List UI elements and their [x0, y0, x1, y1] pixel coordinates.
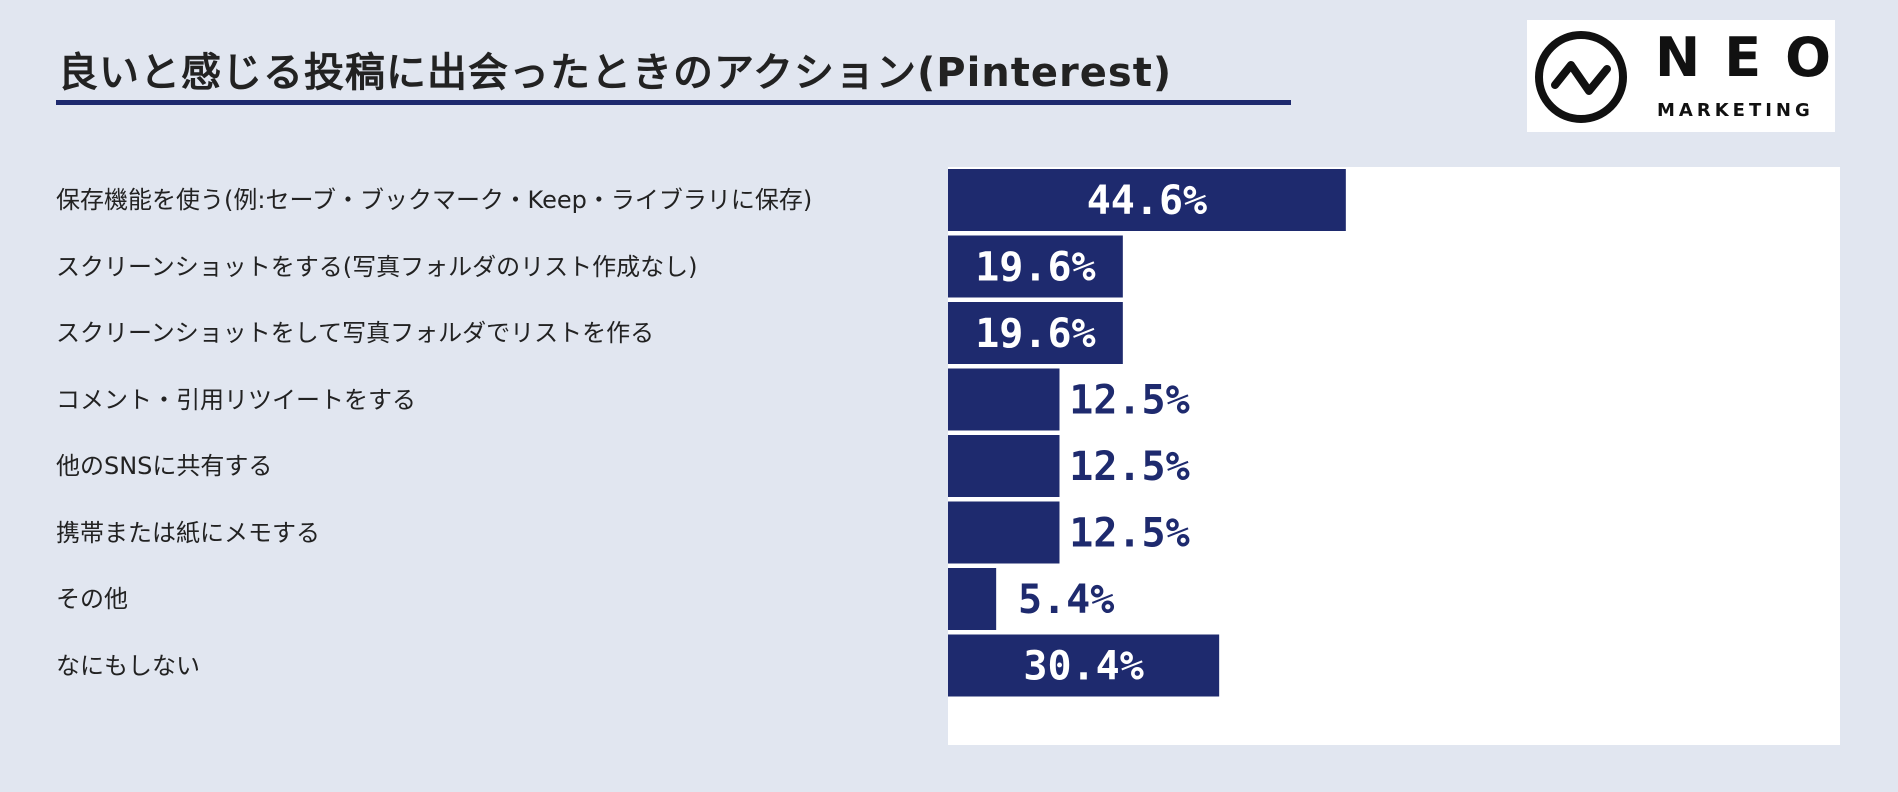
- category-label-7: なにもしない: [56, 651, 200, 680]
- category-label-1: スクリーンショットをする(写真フォルダのリスト作成なし): [56, 252, 698, 281]
- category-label-3: コメント・引用リツイートをする: [56, 385, 416, 414]
- bar-chart: 44.6% 19.6% 19.6% 12.5% 12.5% 12.5% 5.4% 30.4%: [948, 169, 1346, 697]
- category-label-5: 携帯または紙にメモする: [56, 518, 320, 547]
- neo-marketing-logo: NEO MARKETING: [1527, 20, 1835, 132]
- bar-3: [948, 368, 1060, 431]
- category-labels: 保存機能を使う(例:セーブ・ブックマーク・Keep・ライブラリに保存) スクリーン…: [56, 167, 936, 745]
- bar-7: [948, 634, 1220, 697]
- bar-4: [948, 435, 1060, 497]
- bar-6: [948, 568, 997, 630]
- bar-value-label-1: 19.6%: [975, 245, 1095, 291]
- bar-value-label-3: 12.5%: [1069, 378, 1189, 424]
- category-label-2: スクリーンショットをして写真フォルダでリストを作る: [56, 319, 655, 347]
- chart-title: 良いと感じる投稿に出会ったときのアクション(Pinterest): [58, 50, 1173, 96]
- bar-5: [948, 501, 1060, 564]
- bar-value-label-0: 44.6%: [1087, 178, 1207, 224]
- plot-area: 44.6% 19.6% 19.6% 12.5% 12.5% 12.5% 5.4% 30.4%: [948, 167, 1840, 745]
- category-label-6: その他: [56, 585, 128, 613]
- neo-circle-zigzag-icon: [1535, 31, 1627, 123]
- bar-value-label-4: 12.5%: [1069, 444, 1189, 490]
- bar-1: [948, 235, 1123, 298]
- bar-value-label-7: 30.4%: [1023, 644, 1143, 690]
- bar-value-label-6: 5.4%: [1018, 577, 1114, 623]
- bar-value-label-2: 19.6%: [975, 311, 1095, 357]
- category-label-0: 保存機能を使う(例:セーブ・ブックマーク・Keep・ライブラリに保存): [56, 186, 813, 214]
- bar-0: [948, 169, 1346, 231]
- title-underline: [56, 100, 1291, 105]
- bar-value-label-5: 12.5%: [1069, 511, 1189, 557]
- logo-subtitle: MARKETING: [1657, 100, 1814, 121]
- logo-wordmark: NEO: [1655, 26, 1855, 89]
- category-label-4: 他のSNSに共有する: [56, 452, 273, 480]
- bar-2: [948, 302, 1123, 364]
